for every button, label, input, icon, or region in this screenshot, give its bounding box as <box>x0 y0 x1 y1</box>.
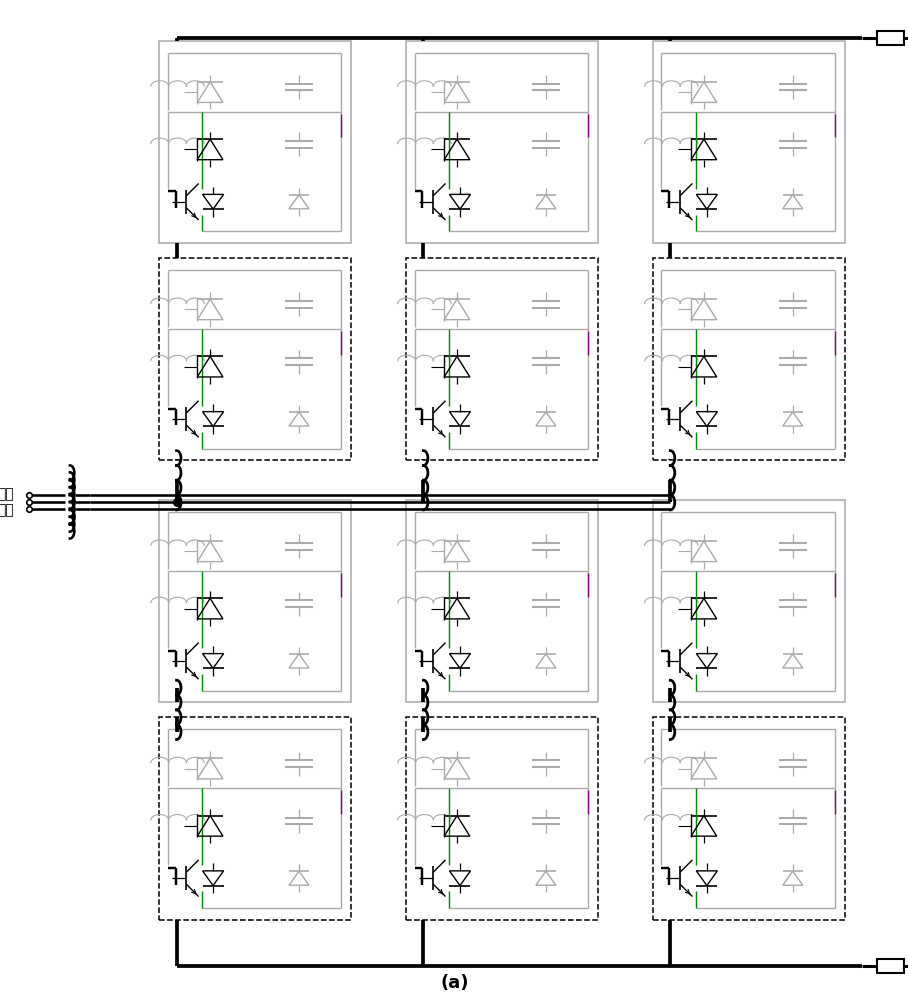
Bar <box>159 41 352 243</box>
Bar <box>876 31 904 45</box>
Bar <box>653 500 845 702</box>
Text: 交流
系统: 交流 系统 <box>0 487 14 517</box>
Bar <box>405 41 598 243</box>
Bar <box>405 500 598 702</box>
Bar <box>653 258 845 460</box>
Bar <box>159 258 352 460</box>
Bar <box>876 959 904 973</box>
Bar <box>159 500 352 702</box>
Text: (a): (a) <box>441 974 469 992</box>
Bar <box>653 717 845 920</box>
Bar <box>405 717 598 920</box>
Bar <box>405 258 598 460</box>
Bar <box>653 41 845 243</box>
Bar <box>159 717 352 920</box>
